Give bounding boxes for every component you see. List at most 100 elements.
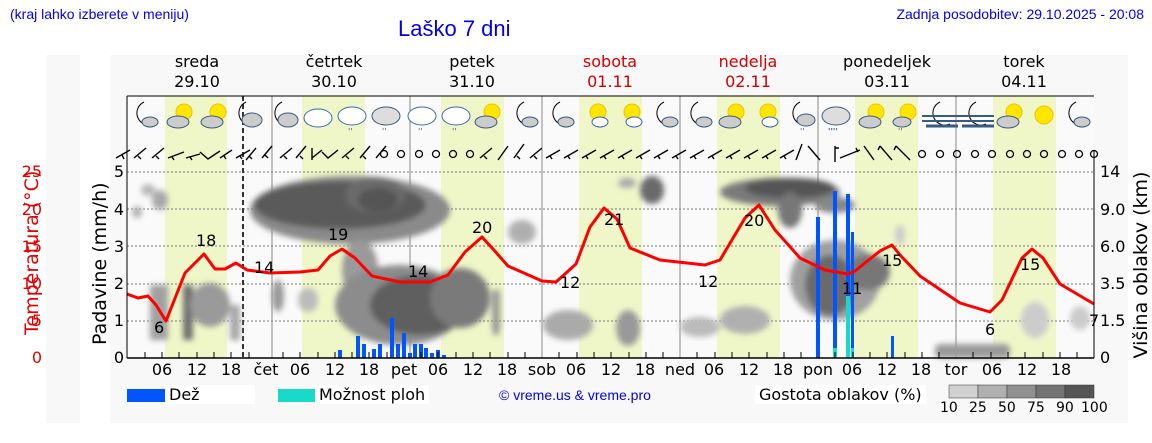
cloud-density-legend-label: Gostota oblakov (%) <box>755 385 926 404</box>
day-label-sun: nedelja 02.11 <box>718 52 778 91</box>
precip-tick: 0 <box>113 348 124 367</box>
moon-cloud-icon <box>238 101 263 128</box>
svg-text:14: 14 <box>408 262 428 281</box>
svg-text:6: 6 <box>154 318 164 337</box>
temperature-line <box>126 203 1095 323</box>
svg-text:14: 14 <box>254 258 274 277</box>
moon-cloud-icon <box>1068 101 1091 128</box>
cloud-rain-icon: '' <box>407 106 437 136</box>
cloud-density-scale <box>948 384 1095 399</box>
precip-tick: 3 <box>113 237 124 256</box>
svg-text:20: 20 <box>472 218 492 237</box>
cloud-rain-icon: '' <box>371 106 401 136</box>
svg-text:'': '' <box>418 127 422 136</box>
x-tick: 12 <box>876 360 898 379</box>
region-menu-hint[interactable]: (kraj lahko izberete v meniju) <box>10 6 189 22</box>
svg-text:'''': '''' <box>828 127 838 136</box>
x-tick: 06 <box>427 360 449 379</box>
svg-text:18: 18 <box>196 231 216 250</box>
temp-tick: 0 <box>31 348 42 367</box>
x-tick: pet <box>390 360 418 379</box>
moon-cloud-icon <box>516 101 539 128</box>
x-tick: 18 <box>1050 360 1072 379</box>
svg-text:'': '' <box>452 127 456 136</box>
sun-cloud-rain-icon: '' <box>892 103 917 136</box>
sun-cloud-icon <box>589 103 609 128</box>
svg-text:11: 11 <box>842 279 862 298</box>
cloud-rain-icon: '' <box>441 106 471 136</box>
page-title: Laško 7 dni <box>398 16 511 41</box>
day-label-sat: sobota 01.11 <box>582 52 638 91</box>
temp-tick: 10 <box>21 274 42 293</box>
sun-cloud-icon <box>166 103 193 129</box>
precip-tick: 4 <box>113 200 124 219</box>
x-tick: sob <box>527 360 557 379</box>
moon-fog-icon <box>958 101 994 128</box>
x-tick: 18 <box>910 360 932 379</box>
x-tick: 12 <box>738 360 760 379</box>
svg-text:21: 21 <box>604 210 624 229</box>
cloud-height-tick: 1.5 <box>1100 311 1126 330</box>
temp-tick: 20 <box>21 200 42 219</box>
wind-barbs <box>115 145 387 161</box>
svg-text:'': '' <box>898 127 902 136</box>
cloud-height-tick: 6.0 <box>1100 237 1126 256</box>
sun-cloud-icon <box>759 103 779 128</box>
sun-cloud-icon <box>474 103 501 129</box>
cloud-height-tick: 3.5 <box>1100 274 1126 293</box>
x-tick: ned <box>664 360 696 379</box>
x-tick: 06 <box>289 360 311 379</box>
x-tick: 06 <box>703 360 725 379</box>
moon-fog-icon <box>922 101 958 128</box>
sun-cloud-icon <box>718 103 745 129</box>
svg-text:15: 15 <box>1020 255 1040 274</box>
x-tick: pon <box>802 360 834 379</box>
day-label-thu: četrtek 30.10 <box>305 52 363 91</box>
weather-icons: '' '' '' '' '' '''' '' <box>136 101 1091 136</box>
sun-cloud-icon <box>858 103 885 129</box>
x-tick: 18 <box>772 360 794 379</box>
x-tick: 06 <box>981 360 1003 379</box>
x-tick: 12 <box>324 360 346 379</box>
x-tick: 06 <box>565 360 587 379</box>
svg-text:15: 15 <box>882 251 902 270</box>
copyright-link[interactable]: © vreme.us & vreme.pro <box>499 387 651 403</box>
x-tick: 12 <box>186 360 208 379</box>
temp-value-labels: 6 18 14 19 14 20 12 21 12 20 11 15 6 15 … <box>154 210 1099 339</box>
sun-icon <box>1034 105 1054 125</box>
cloud-icon <box>303 108 333 128</box>
rain-bars <box>338 191 894 358</box>
cloud-rain-icon: '' <box>337 106 367 136</box>
moon-cloud-icon <box>136 101 159 128</box>
temp-axis-panel <box>46 55 80 423</box>
cloud-height-tick: 0 <box>1100 348 1111 367</box>
temp-tick: 25 <box>21 162 42 181</box>
x-tick: 06 <box>841 360 863 379</box>
x-tick: 12 <box>462 360 484 379</box>
svg-text:20: 20 <box>744 211 764 230</box>
sun-cloud-icon <box>996 103 1023 129</box>
moon-cloud-icon <box>274 101 299 128</box>
day-label-wed: sreda 29.10 <box>174 52 220 91</box>
svg-text:12: 12 <box>560 273 580 292</box>
last-update: Zadnja posodobitev: 29.10.2025 - 20:08 <box>896 6 1144 22</box>
storm-legend-label: Možnost ploh <box>315 385 430 404</box>
svg-text:19: 19 <box>328 225 348 244</box>
rain-legend-swatch <box>127 389 174 402</box>
sun-cloud-icon <box>623 103 643 128</box>
precip-tick: 2 <box>113 274 124 293</box>
moon-cloud-icon <box>690 101 713 128</box>
moon-cloud-icon <box>656 101 679 128</box>
moon-cloud-rain-icon: '' <box>792 101 816 136</box>
x-tick: 18 <box>634 360 656 379</box>
day-label-tue: torek 04.11 <box>1001 52 1047 91</box>
x-tick: 18 <box>358 360 380 379</box>
x-tick: 18 <box>220 360 242 379</box>
day-label-fri: petek 31.10 <box>449 52 495 91</box>
x-tick: čet <box>253 360 279 379</box>
wind-barbs-2 <box>479 143 911 162</box>
precip-tick: 5 <box>113 162 124 181</box>
svg-text:'': '' <box>348 127 352 136</box>
svg-text:12: 12 <box>698 272 718 291</box>
